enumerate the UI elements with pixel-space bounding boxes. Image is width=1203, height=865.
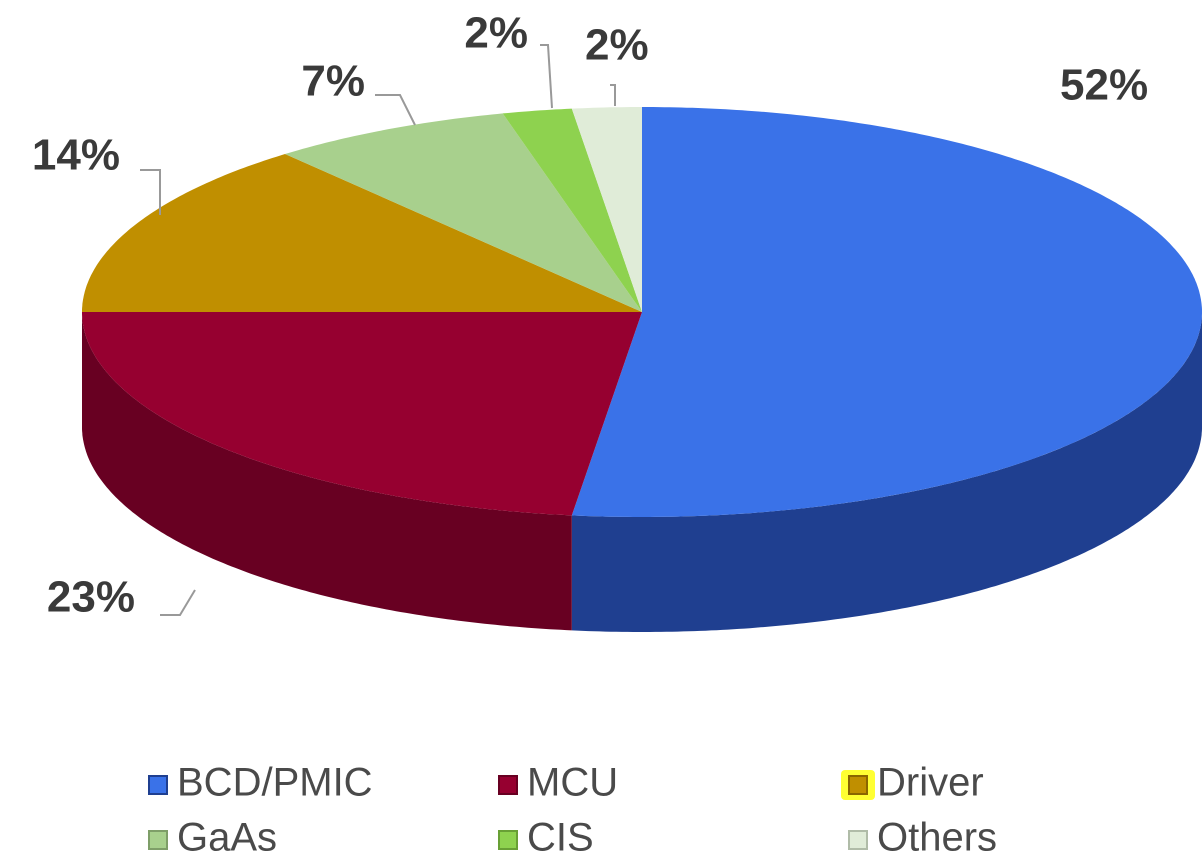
legend-swatch (498, 830, 518, 850)
slice-side (82, 312, 572, 631)
slice (82, 312, 642, 516)
legend-swatch (848, 775, 868, 795)
legend-label: Others (877, 816, 997, 860)
data-label: 2% (464, 9, 528, 58)
leader-line (160, 589, 196, 616)
slice (571, 107, 642, 312)
leader-line (610, 84, 616, 106)
data-label: 2% (585, 21, 649, 70)
leader-line (140, 169, 161, 215)
data-label: 14% (32, 131, 120, 180)
legend-label: GaAs (177, 816, 277, 860)
data-label: 7% (301, 57, 365, 106)
leader-line (375, 94, 416, 126)
legend-swatch (148, 830, 168, 850)
leader-line (540, 44, 553, 109)
slice-side (571, 312, 1202, 632)
slice (285, 113, 642, 313)
slice (502, 108, 642, 312)
legend-label: BCD/PMIC (177, 761, 373, 805)
slice (82, 154, 642, 312)
pie-sides (82, 312, 1202, 632)
slice (571, 107, 1202, 517)
legend-swatch (848, 830, 868, 850)
data-label: 23% (47, 573, 135, 622)
legend-label: CIS (527, 816, 594, 860)
legend-label: Driver (877, 761, 984, 805)
legend-swatch (148, 775, 168, 795)
legend-swatch (498, 775, 518, 795)
data-label: 52% (1060, 61, 1148, 110)
pie-tops (82, 107, 1202, 517)
legend-label: MCU (527, 761, 618, 805)
